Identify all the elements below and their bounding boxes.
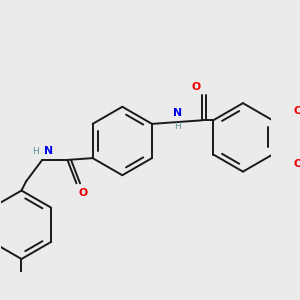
Text: O: O: [78, 188, 87, 198]
Text: H: H: [174, 122, 181, 131]
Text: O: O: [293, 106, 300, 116]
Text: H: H: [32, 147, 39, 156]
Text: N: N: [44, 146, 53, 156]
Text: O: O: [293, 158, 300, 169]
Text: N: N: [172, 109, 182, 118]
Text: O: O: [191, 82, 201, 92]
